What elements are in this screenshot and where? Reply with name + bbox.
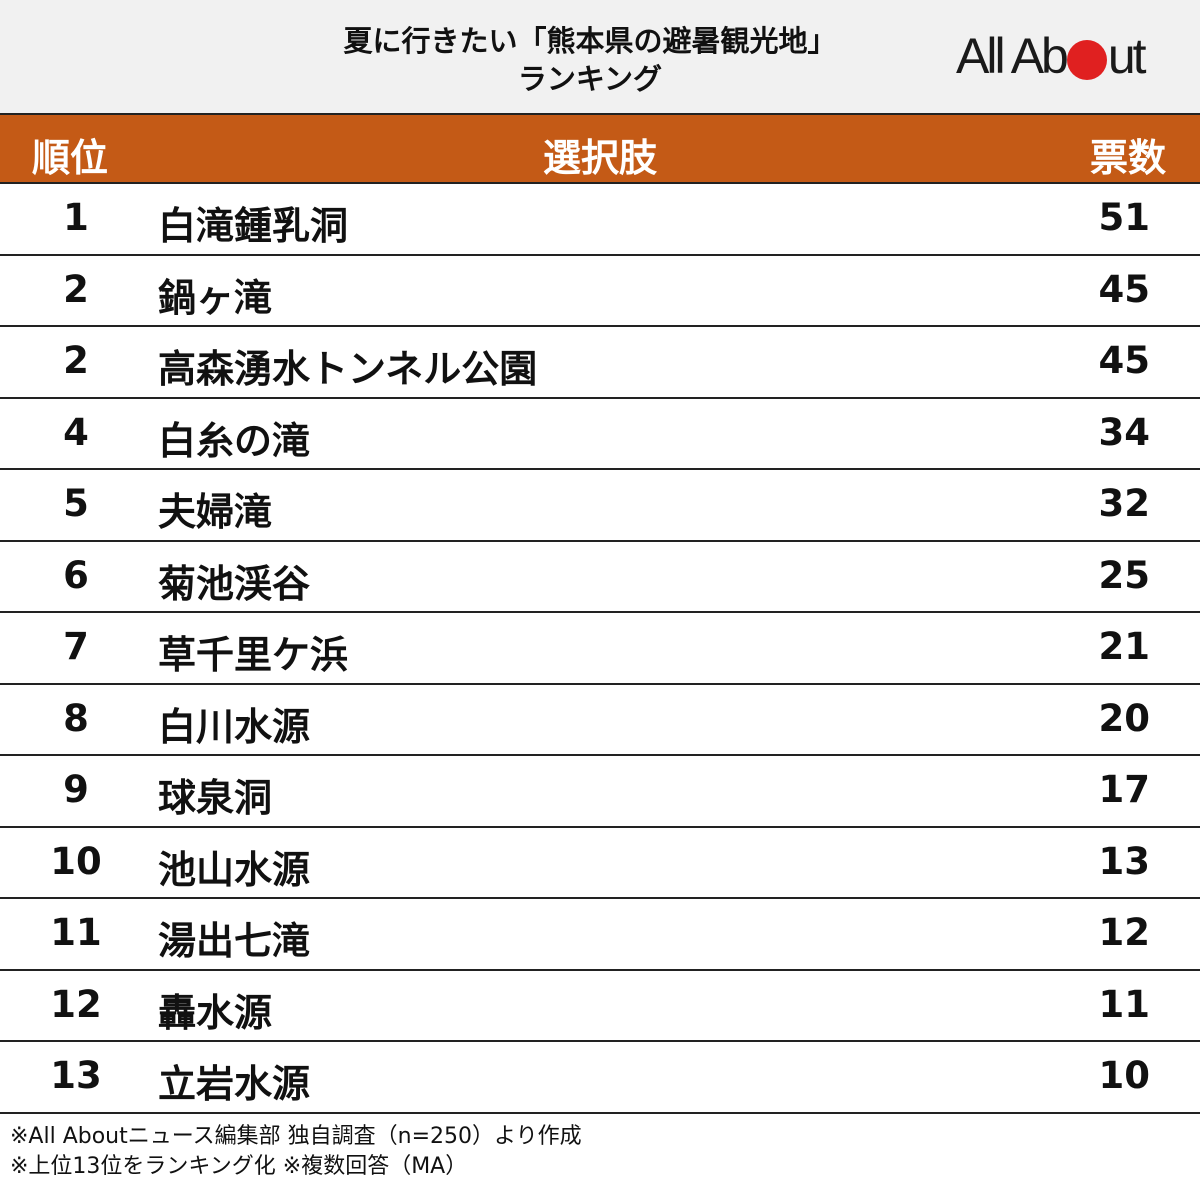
votes-cell: 11 [1098, 982, 1151, 1026]
table-row: 2 高森湧水トンネル公園 45 [0, 327, 1200, 399]
table-row: 4 白糸の滝 34 [0, 399, 1200, 470]
footnotes: ※All Aboutニュース編集部 独自調査（n=250）より作成 ※上位13位… [10, 1122, 582, 1182]
votes-cell: 32 [1098, 482, 1151, 525]
rank-cell: 10 [50, 839, 102, 883]
name-cell: 池山水源 [158, 847, 311, 892]
table-row: 8 白川水源 20 [0, 685, 1200, 756]
rank-cell: 8 [63, 696, 89, 740]
rank-cell: 4 [63, 410, 89, 454]
title-line-1: 夏に行きたい「熊本県の避暑観光地」 [343, 24, 837, 58]
rank-cell: 2 [63, 267, 89, 311]
votes-cell: 20 [1098, 696, 1151, 740]
name-cell: 夫婦滝 [158, 490, 273, 534]
votes-cell: 12 [1098, 911, 1151, 954]
table-row: 1 白滝鍾乳洞 51 [0, 184, 1200, 256]
votes-cell: 51 [1098, 196, 1151, 239]
name-cell: 鍋ヶ滝 [158, 275, 273, 320]
rank-cell: 2 [63, 339, 89, 382]
votes-cell: 45 [1098, 339, 1151, 382]
table-row: 13 立岩水源 10 [0, 1042, 1200, 1114]
rank-cell: 6 [63, 553, 89, 597]
votes-cell: 45 [1098, 267, 1151, 311]
name-cell: 白糸の滝 [158, 418, 311, 463]
rank-cell: 11 [50, 911, 102, 954]
logo-text-before: All Ab [956, 28, 1069, 84]
rank-cell: 7 [63, 625, 89, 668]
table-body: 1 白滝鍾乳洞 51 2 鍋ヶ滝 45 2 高森湧水トンネル公園 45 4 白糸の滝 34 5 夫… [0, 184, 1200, 1114]
table-row: 9 球泉洞 17 [0, 756, 1200, 828]
logo-red-dot-icon [1066, 40, 1107, 80]
table-row: 10 池山水源 13 [0, 828, 1200, 899]
name-cell: 立岩水源 [158, 1062, 311, 1106]
table-row: 12 轟水源 11 [0, 971, 1200, 1042]
name-cell: 湯出七滝 [158, 919, 311, 963]
name-cell: 轟水源 [158, 990, 273, 1035]
column-header-rank: 順位 [32, 136, 109, 180]
table-row: 7 草千里ケ浜 21 [0, 613, 1200, 685]
votes-cell: 13 [1098, 839, 1151, 883]
rank-cell: 12 [50, 982, 102, 1026]
table-row: 6 菊池渓谷 25 [0, 542, 1200, 613]
table-header: 選択肢 順位 票数 [0, 113, 1200, 184]
name-cell: 白滝鍾乳洞 [158, 204, 349, 248]
allabout-logo: All Ab ut [956, 28, 1147, 84]
name-cell: 草千里ケ浜 [158, 633, 349, 677]
column-header-choice: 選択肢 [542, 136, 657, 180]
votes-cell: 21 [1098, 625, 1151, 668]
name-cell: 白川水源 [158, 704, 311, 749]
name-cell: 菊池渓谷 [158, 561, 311, 606]
votes-cell: 17 [1098, 768, 1151, 811]
table-row: 11 湯出七滝 12 [0, 899, 1200, 971]
header: 夏に行きたい「熊本県の避暑観光地」 ランキング All Ab ut [0, 0, 1200, 113]
table-row: 2 鍋ヶ滝 45 [0, 256, 1200, 327]
votes-cell: 10 [1098, 1054, 1151, 1097]
column-header-votes: 票数 [1089, 136, 1166, 180]
footnote-method: ※上位13位をランキング化 ※複数回答（MA） [10, 1154, 468, 1179]
name-cell: 高森湧水トンネル公園 [158, 347, 538, 391]
rank-cell: 13 [50, 1054, 102, 1097]
title-line-2: ランキング [517, 62, 663, 96]
rank-cell: 5 [63, 482, 89, 525]
name-cell: 球泉洞 [158, 776, 273, 820]
rank-cell: 1 [63, 196, 89, 239]
votes-cell: 25 [1098, 553, 1151, 597]
chart-title: 夏に行きたい「熊本県の避暑観光地」 ランキング [220, 22, 960, 98]
footnote-source: ※All Aboutニュース編集部 独自調査（n=250）より作成 [10, 1124, 582, 1149]
rank-cell: 9 [63, 768, 89, 811]
votes-cell: 34 [1098, 410, 1151, 454]
logo-text-after: ut [1107, 28, 1147, 84]
table-row: 5 夫婦滝 32 [0, 470, 1200, 542]
